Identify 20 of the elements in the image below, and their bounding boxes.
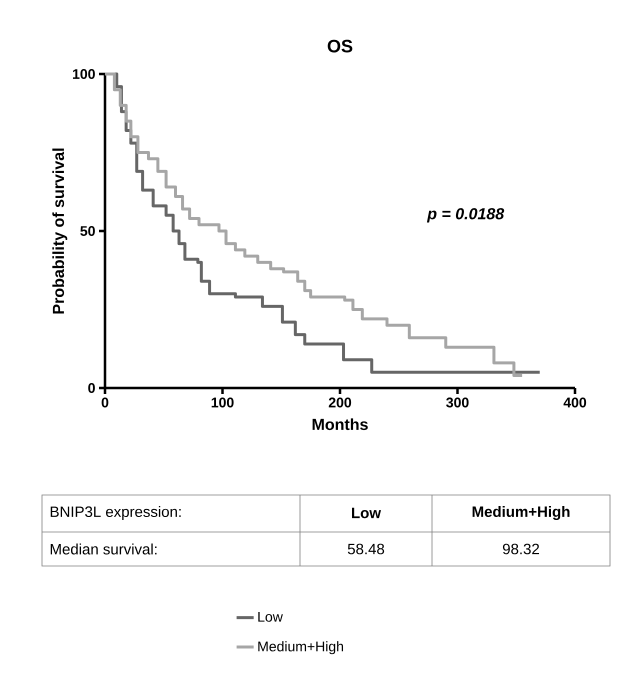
text: Median survival: <box>50 544 156 555</box>
x-tick-label: 300 <box>446 398 469 408</box>
legend-label: Low <box>258 612 283 622</box>
y-tick-label: 100 <box>72 69 95 79</box>
text: 98.32 <box>502 544 540 554</box>
x-tick-label: 100 <box>212 398 234 408</box>
chart-title: OS <box>328 40 352 52</box>
annotation: p = 0.0188 <box>426 208 504 223</box>
text: BNIP3L expression: <box>50 506 181 520</box>
text: 58.48 <box>348 544 384 554</box>
x-tick-label: 400 <box>564 398 586 408</box>
x-axis-title: Months <box>312 418 368 430</box>
y-tick-label: 0 <box>88 383 95 393</box>
text: Medium+High <box>472 506 570 520</box>
y-tick-label: 50 <box>80 226 95 236</box>
text: Low <box>352 508 382 518</box>
y-axis-title: Probability of survival <box>52 148 68 314</box>
legend-label: Medium+High <box>258 641 344 654</box>
x-tick-label: 200 <box>328 398 352 408</box>
x-tick-label: 0 <box>102 398 108 408</box>
